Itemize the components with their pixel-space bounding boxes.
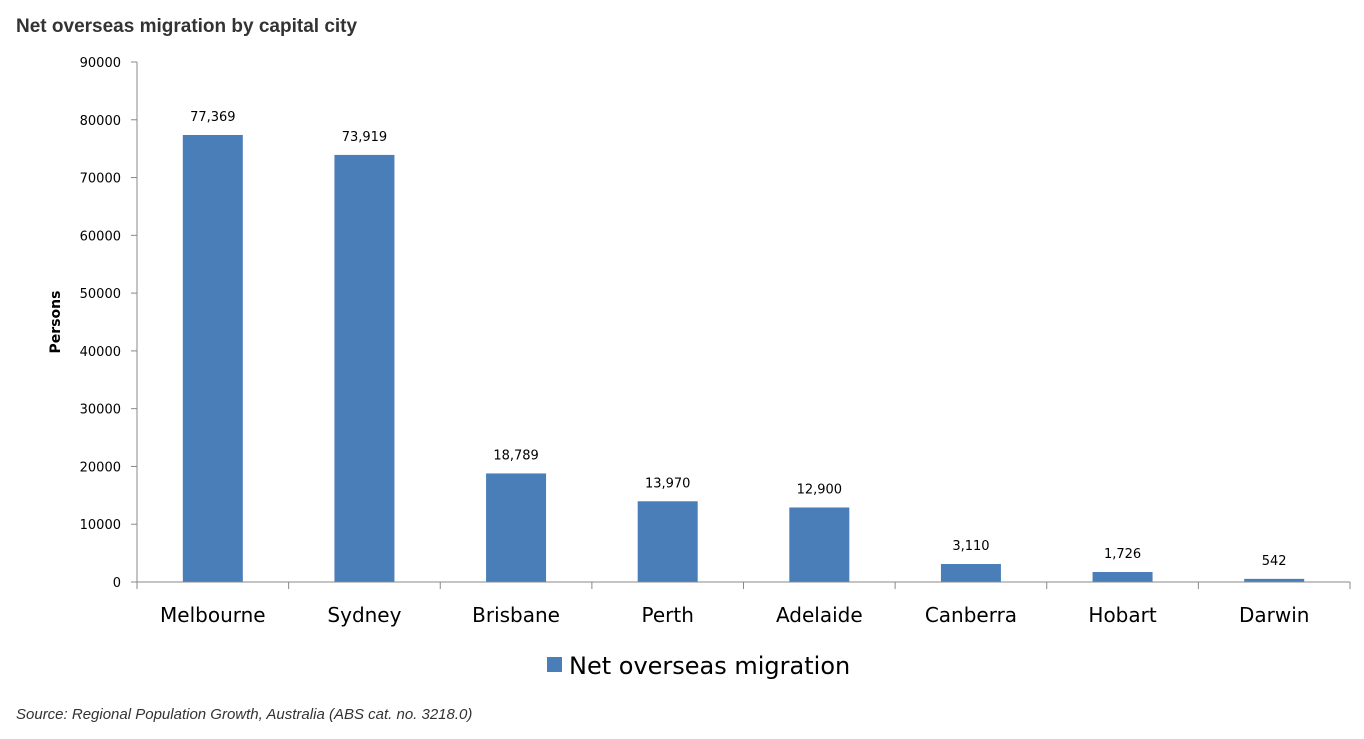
bar — [1244, 578, 1305, 582]
y-axis-ticks: 0 10000 20000 30000 40000 50000 60000 70000 8000… — [80, 56, 137, 591]
y-tick-label: 20000 — [80, 460, 121, 475]
data-label: 542 — [1262, 554, 1287, 569]
x-tick-label: Sydney — [327, 603, 401, 627]
bar-chart: 0 10000 20000 30000 40000 50000 60000 70000 8000… — [48, 56, 1351, 680]
legend-swatch — [547, 657, 562, 672]
y-tick-label: 60000 — [80, 229, 121, 244]
y-tick-label: 10000 — [80, 518, 121, 533]
y-tick-label: 40000 — [80, 345, 121, 360]
bars — [182, 134, 1305, 582]
bar — [1092, 572, 1153, 582]
data-label: 1,726 — [1104, 547, 1141, 562]
bar — [789, 507, 850, 582]
data-label: 3,110 — [952, 539, 989, 554]
x-tick-label: Brisbane — [472, 603, 560, 627]
x-tick-label: Hobart — [1088, 603, 1156, 627]
bar — [637, 501, 698, 582]
x-tick-label: Darwin — [1239, 603, 1309, 627]
y-tick-label: 30000 — [80, 403, 121, 418]
y-axis-title: Persons — [48, 291, 64, 354]
data-labels: 77,369 73,919 18,789 13,970 12,900 3,110 1,726… — [190, 110, 1287, 569]
x-tick-label: Canberra — [925, 603, 1017, 627]
y-tick-label: 70000 — [80, 172, 121, 187]
bar — [334, 154, 395, 582]
data-label: 13,970 — [645, 476, 691, 491]
data-label: 12,900 — [797, 482, 843, 497]
y-tick-label: 0 — [113, 576, 121, 591]
y-tick-label: 50000 — [80, 287, 121, 302]
data-label: 73,919 — [342, 130, 388, 145]
y-tick-label: 80000 — [80, 114, 121, 129]
y-tick-label: 90000 — [80, 56, 121, 71]
bar — [486, 473, 547, 582]
x-tick-label: Perth — [641, 603, 693, 627]
data-label: 18,789 — [493, 448, 539, 463]
source-note: Source: Regional Population Growth, Aust… — [16, 706, 473, 723]
bar — [182, 134, 243, 582]
x-tick-label: Melbourne — [160, 603, 266, 627]
data-label: 77,369 — [190, 110, 236, 125]
x-axis-ticks: Melbourne Sydney Brisbane Perth Adelaide Canb… — [136, 582, 1351, 627]
legend-label: Net overseas migration — [569, 652, 850, 680]
bar — [940, 564, 1001, 582]
chart-title: Net overseas migration by capital city — [16, 16, 358, 37]
x-tick-label: Adelaide — [776, 603, 863, 627]
